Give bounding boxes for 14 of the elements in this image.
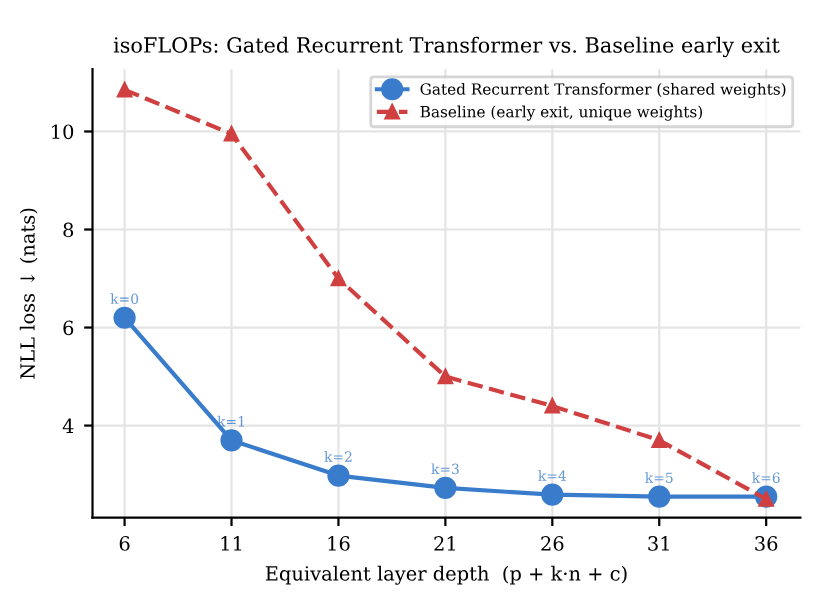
y-tick-label: 4 — [62, 418, 74, 433]
x-tick-label: 16 — [328, 536, 350, 551]
y-tick-label: 10 — [52, 124, 74, 140]
x-tick-label: 36 — [755, 536, 778, 551]
chart-title: isoFLOPs: Gated Recurrent Transformer vs. Baseline early exit — [113, 36, 780, 58]
x-tick-label: 26 — [541, 536, 564, 551]
x-tick-label: 31 — [648, 536, 669, 551]
y-tick-label: 8 — [63, 222, 74, 238]
x-axis-title: Equivalent layer depth (p + k·n + c) — [265, 565, 627, 585]
x-tick-label: 21 — [434, 536, 455, 551]
x-tick-label: 11 — [221, 536, 242, 551]
y-tick-label: 6 — [63, 320, 74, 336]
y-axis-title: NLL loss ↓ (nats) — [19, 208, 38, 379]
x-tick-label: 6 — [119, 536, 130, 551]
